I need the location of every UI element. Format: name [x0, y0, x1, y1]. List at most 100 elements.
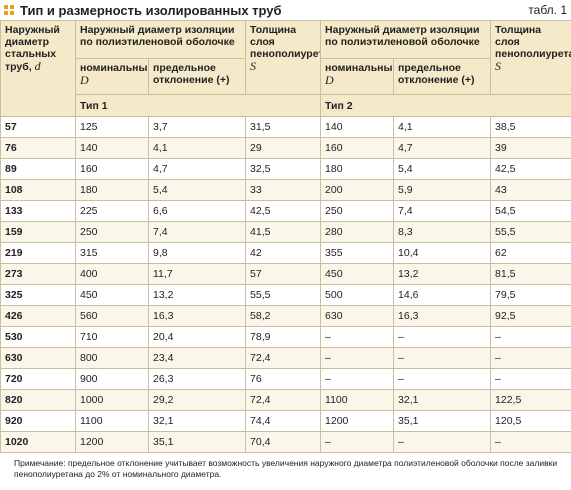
cell: 42,5: [245, 200, 322, 222]
cell: 219: [0, 242, 76, 264]
head-text: номинальный,: [325, 62, 393, 74]
symbol: d: [34, 59, 41, 73]
cell: –: [320, 431, 395, 453]
cell: –: [320, 326, 395, 348]
head-text: Наружный диаметр стальных труб,: [5, 24, 60, 73]
head-text: Толщина слоя пенополиуретана,: [250, 24, 320, 60]
cell: 122,5: [490, 389, 571, 411]
cell: 89: [0, 158, 76, 180]
cell: 42,5: [490, 158, 571, 180]
cell: 26,3: [147, 368, 247, 390]
row: 426 560 16,3 58,2 630 16,3 92,5: [0, 305, 571, 327]
cell: 76: [0, 137, 76, 159]
row: 630 800 23,4 72,4– – –: [0, 347, 571, 369]
cell: 450: [320, 263, 395, 285]
cell: 35,1: [147, 431, 247, 453]
cell: 32,5: [245, 158, 322, 180]
cell: 159: [0, 221, 76, 243]
head-cell: номинальный, D: [75, 58, 149, 95]
cell: 450: [75, 284, 149, 306]
cell: 500: [320, 284, 395, 306]
cell: 43: [490, 179, 571, 201]
cell: 54,5: [490, 200, 571, 222]
head-cell: Толщина слоя пенополиуретана, S: [245, 20, 322, 95]
cell: 42: [245, 242, 322, 264]
cell: 23,4: [147, 347, 247, 369]
cell: 4,1: [393, 116, 492, 138]
row: 159 250 7,4 41,5 280 8,3 55,5: [0, 221, 571, 243]
cell: 70,4: [245, 431, 322, 453]
cell: 108: [0, 179, 76, 201]
title: Тип и размерность изолированных труб: [20, 2, 282, 18]
cell: 133: [0, 200, 76, 222]
cell: 1020: [0, 431, 76, 453]
cell: 4,7: [147, 158, 247, 180]
cell: 140: [320, 116, 395, 138]
row: 57 125 3,7 31,5 140 4,1 38,5: [0, 116, 571, 138]
note: Примечание: предельное отклонение учитыв…: [14, 458, 558, 479]
cell: 7,4: [147, 221, 247, 243]
cell: –: [393, 347, 492, 369]
header: Тип и размерность изолированных труб таб…: [0, 0, 571, 20]
cell: 16,3: [147, 305, 247, 327]
cell: 74,4: [245, 410, 322, 432]
cell: 280: [320, 221, 395, 243]
row: 1020 1200 35,1 70,4– – –: [0, 431, 571, 453]
cell: 120,5: [490, 410, 571, 432]
table: Наружный диаметр стальных труб, d Наружн…: [0, 20, 571, 453]
cell: 72,4: [245, 389, 322, 411]
cell: 560: [75, 305, 149, 327]
cell: 140: [75, 137, 149, 159]
cell: 14,6: [393, 284, 492, 306]
cell: 3,7: [147, 116, 247, 138]
cell: 79,5: [490, 284, 571, 306]
cell: 20,4: [147, 326, 247, 348]
cell: 1200: [75, 431, 149, 453]
cell: 160: [320, 137, 395, 159]
cell: 57: [0, 116, 76, 138]
symbol: D: [325, 73, 334, 87]
cell: –: [320, 347, 395, 369]
head-cell: Наружный диаметр изоляции по полиэтилено…: [74, 20, 247, 59]
cell: –: [490, 326, 571, 348]
type-cell: Тип 2: [320, 94, 571, 117]
cell: 180: [320, 158, 395, 180]
cell: 55,5: [490, 221, 571, 243]
row: 530 710 20,4 78,9– – –: [0, 326, 571, 348]
cell: –: [393, 368, 492, 390]
cell: 32,1: [393, 389, 492, 411]
cell: 13,2: [393, 263, 492, 285]
head-cell: предельное отклонение (+): [393, 58, 492, 95]
cell: 38,5: [490, 116, 571, 138]
cell: –: [320, 368, 395, 390]
cell: 92,5: [490, 305, 571, 327]
symbol: S: [495, 59, 502, 73]
cell: 76: [245, 368, 322, 390]
head-cell: Наружный диаметр стальных труб, d: [0, 20, 76, 117]
cell: 630: [0, 347, 76, 369]
cell: 4,1: [147, 137, 247, 159]
cell: 57: [245, 263, 322, 285]
row: 325 450 13,2 55,5 500 14,6 79,5: [0, 284, 571, 306]
cell: 41,5: [245, 221, 322, 243]
cell: 16,3: [393, 305, 492, 327]
cell: 55,5: [245, 284, 322, 306]
cell: 125: [75, 116, 149, 138]
cell: 355: [320, 242, 395, 264]
cell: 33: [245, 179, 322, 201]
cell: 10,4: [393, 242, 492, 264]
cell: 325: [0, 284, 76, 306]
cell: 920: [0, 410, 76, 432]
head-cell: предельное отклонение (+): [147, 58, 247, 95]
cell: 630: [320, 305, 395, 327]
row: 273 400 11,7 57 450 13,2 81,5: [0, 263, 571, 285]
cell: 710: [75, 326, 149, 348]
cell: 6,6: [147, 200, 247, 222]
symbol: S: [250, 59, 257, 73]
cell: 200: [320, 179, 395, 201]
cell: 78,9: [245, 326, 322, 348]
cell: 7,4: [393, 200, 492, 222]
cell: 5,9: [393, 179, 492, 201]
cell: 62: [490, 242, 571, 264]
